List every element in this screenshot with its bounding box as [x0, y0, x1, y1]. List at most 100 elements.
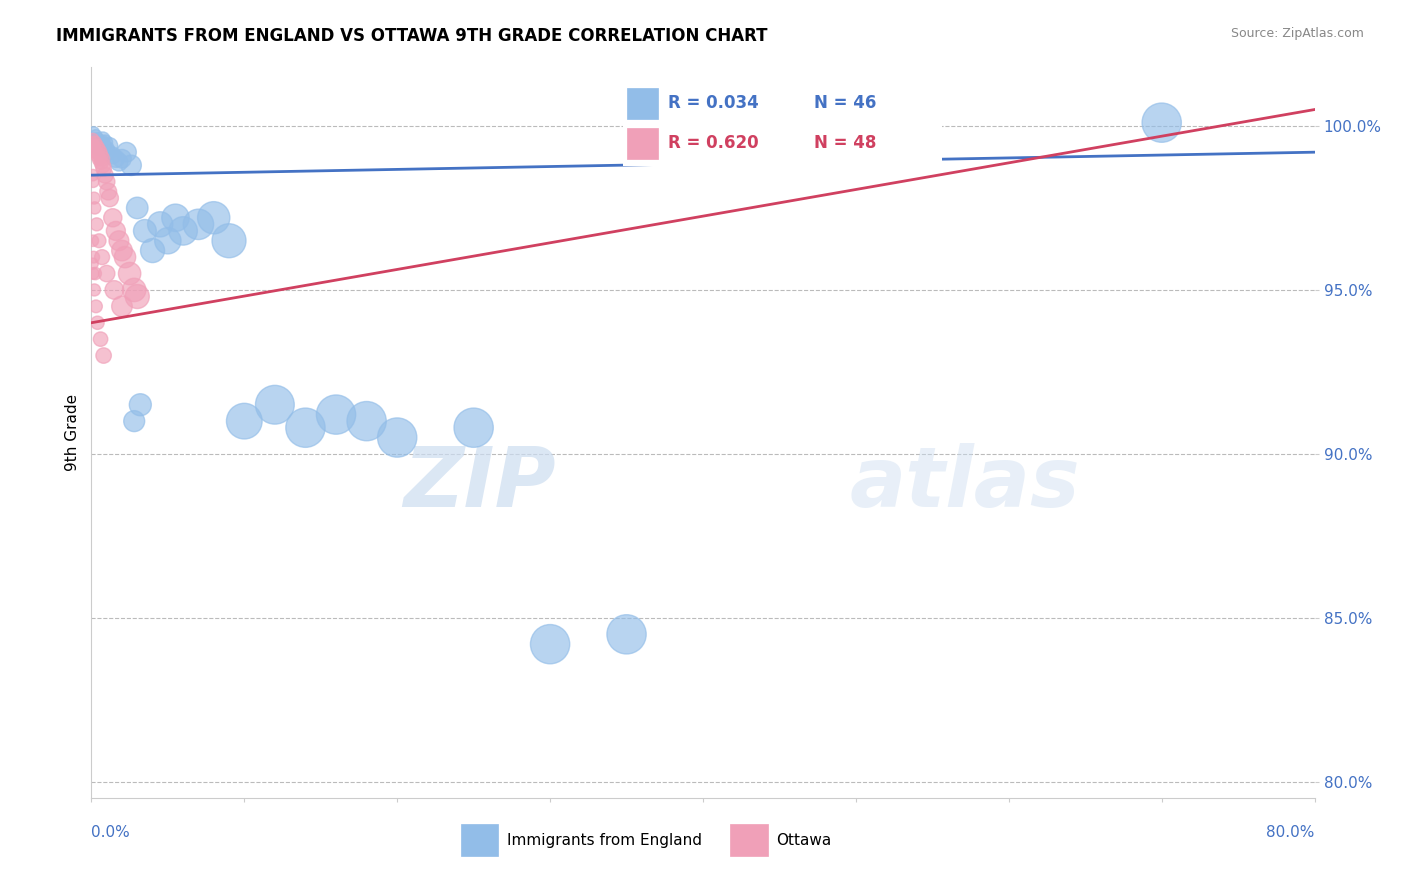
Point	[114, 250, 136, 264]
Point	[84, 136, 107, 150]
Point	[89, 136, 111, 150]
Point	[91, 250, 114, 264]
Point	[616, 627, 638, 641]
Point	[111, 244, 134, 258]
Point	[1150, 116, 1173, 130]
Point	[82, 132, 104, 146]
Point	[83, 191, 105, 205]
Point	[84, 267, 107, 281]
Point	[84, 299, 107, 313]
Point	[294, 420, 316, 434]
Point	[122, 414, 145, 428]
Point	[84, 136, 107, 150]
Point	[83, 138, 105, 153]
Point	[108, 155, 131, 169]
Point	[83, 250, 105, 264]
Point	[103, 283, 125, 297]
Point	[83, 283, 105, 297]
Point	[120, 158, 142, 172]
Point	[82, 257, 104, 271]
Point	[91, 158, 114, 172]
Point	[156, 234, 179, 248]
Point	[93, 161, 115, 176]
Point	[122, 283, 145, 297]
Point	[385, 431, 409, 445]
Point	[82, 267, 104, 281]
Point	[90, 142, 112, 156]
Point	[94, 168, 117, 182]
Point	[97, 145, 120, 160]
Point	[172, 224, 194, 238]
Point	[463, 420, 485, 434]
Text: Source: ZipAtlas.com: Source: ZipAtlas.com	[1230, 27, 1364, 40]
Point	[86, 218, 108, 232]
Point	[87, 234, 110, 248]
Point	[104, 224, 127, 238]
Point	[218, 234, 240, 248]
Point	[91, 132, 114, 146]
Point	[90, 155, 112, 169]
Point	[91, 152, 114, 166]
Point	[108, 234, 131, 248]
Point	[83, 201, 105, 215]
Point	[84, 145, 107, 160]
Point	[96, 267, 118, 281]
Point	[82, 234, 104, 248]
Point	[93, 349, 115, 363]
Point	[86, 138, 108, 153]
Text: ZIP: ZIP	[404, 443, 557, 524]
Point	[129, 398, 152, 412]
Point	[86, 132, 108, 146]
Point	[86, 138, 108, 153]
Point	[538, 637, 561, 651]
Point	[141, 244, 163, 258]
Text: 0.0%: 0.0%	[91, 825, 131, 840]
Text: 80.0%: 80.0%	[1267, 825, 1315, 840]
Point	[86, 316, 108, 330]
Point	[82, 175, 104, 189]
Point	[87, 142, 110, 156]
Point	[82, 168, 104, 182]
Point	[115, 145, 138, 160]
Point	[264, 398, 287, 412]
Point	[87, 142, 110, 156]
Point	[90, 148, 112, 162]
Point	[101, 211, 124, 225]
Point	[96, 175, 118, 189]
Point	[149, 218, 172, 232]
Point	[187, 218, 209, 232]
Point	[104, 152, 127, 166]
Point	[83, 126, 105, 140]
Point	[233, 414, 256, 428]
Point	[356, 414, 378, 428]
Point	[134, 224, 156, 238]
Point	[87, 136, 110, 150]
Point	[98, 191, 121, 205]
Point	[90, 138, 112, 153]
Point	[89, 145, 111, 160]
Point	[84, 128, 107, 143]
Point	[101, 148, 124, 162]
Point	[111, 152, 134, 166]
Point	[97, 185, 120, 199]
Point	[98, 138, 121, 153]
Point	[127, 201, 149, 215]
Text: atlas: atlas	[849, 443, 1080, 524]
Point	[87, 152, 110, 166]
Point	[83, 132, 105, 146]
Point	[325, 408, 347, 422]
Point	[86, 148, 108, 162]
Point	[127, 289, 149, 303]
Point	[91, 136, 114, 150]
Point	[90, 332, 112, 346]
Point	[111, 299, 134, 313]
Point	[165, 211, 187, 225]
Point	[93, 138, 115, 153]
Point	[83, 142, 105, 156]
Point	[96, 142, 118, 156]
Point	[202, 211, 225, 225]
Point	[118, 267, 141, 281]
Point	[82, 136, 104, 150]
Text: IMMIGRANTS FROM ENGLAND VS OTTAWA 9TH GRADE CORRELATION CHART: IMMIGRANTS FROM ENGLAND VS OTTAWA 9TH GR…	[56, 27, 768, 45]
Y-axis label: 9th Grade: 9th Grade	[65, 394, 80, 471]
